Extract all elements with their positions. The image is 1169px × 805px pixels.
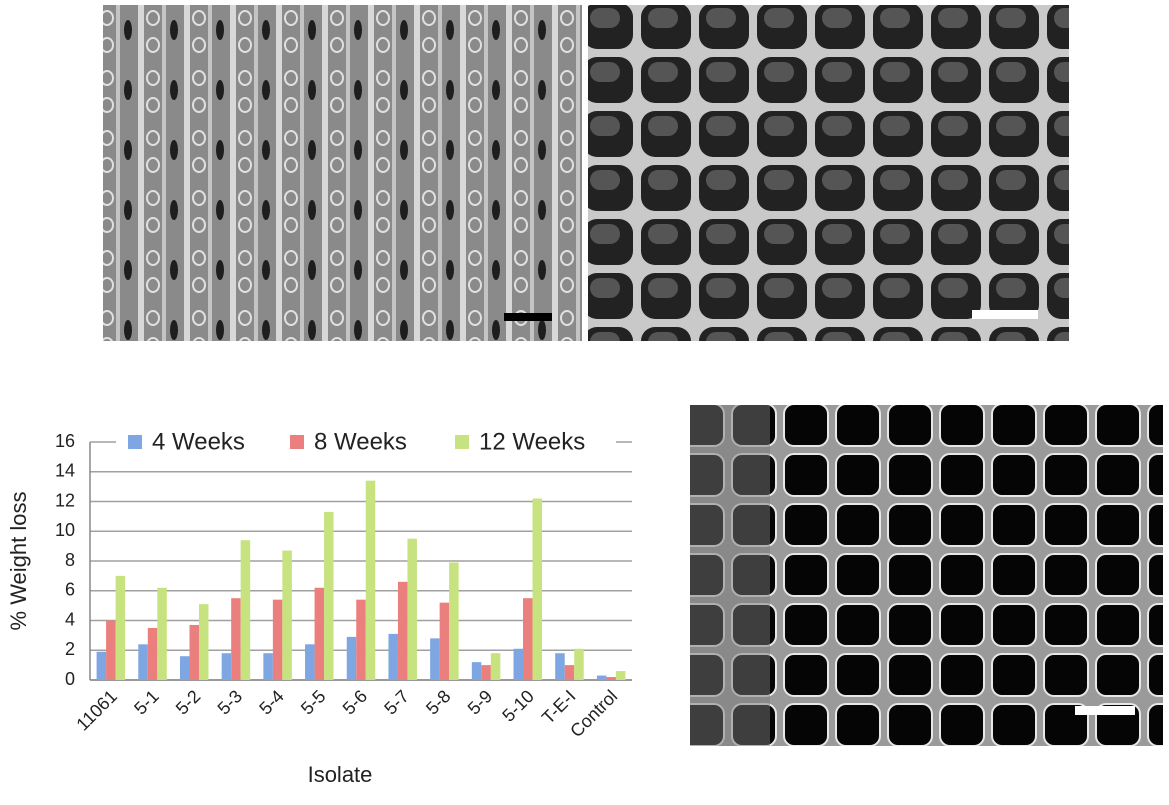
y-tick-label: 16 (55, 431, 75, 451)
bar (388, 633, 398, 680)
bar (263, 653, 273, 680)
legend-label: 4 Weeks (152, 428, 245, 455)
bar (555, 653, 565, 680)
bar (481, 665, 491, 680)
bar (179, 656, 190, 680)
bar (564, 665, 575, 680)
bar (272, 599, 283, 680)
y-tick-label: 4 (65, 609, 75, 629)
y-tick-label: 0 (65, 669, 75, 689)
legend-label: 8 Weeks (314, 428, 407, 455)
bar (523, 598, 533, 680)
x-tick-label: 5-7 (380, 686, 413, 719)
y-tick-label: 6 (65, 580, 75, 600)
bar (596, 675, 607, 680)
x-tick-label: 11061 (72, 686, 121, 735)
x-tick-label: 5-10 (498, 686, 538, 726)
bar (430, 638, 440, 680)
bar (615, 671, 626, 680)
legend-swatch (455, 435, 469, 449)
bar (96, 651, 107, 680)
bar (231, 598, 241, 680)
y-tick-label: 12 (55, 490, 75, 510)
x-tick-label: 5-2 (172, 686, 205, 719)
legend-label: 12 Weeks (479, 428, 585, 455)
bar (221, 653, 232, 680)
bar (397, 581, 408, 680)
bar (574, 648, 584, 680)
bar (365, 480, 376, 680)
y-tick-label: 10 (55, 520, 75, 540)
x-tick-label: 5-1 (130, 686, 163, 719)
bar (147, 627, 158, 680)
bar (240, 540, 251, 680)
bar (490, 653, 501, 680)
bar (606, 677, 616, 680)
scale-bar (972, 310, 1038, 319)
micrograph (588, 5, 1069, 341)
bar (407, 538, 417, 680)
bar (449, 562, 459, 680)
bar (305, 644, 315, 680)
bar-chart: % Weight loss Isolate 0 2 4 6 8 10 12 14 16 11061… (6, 428, 632, 787)
bar (106, 620, 116, 680)
x-tick-label: 5-6 (339, 686, 372, 719)
bar (157, 587, 167, 680)
y-tick-label: 2 (65, 639, 75, 659)
micrograph (103, 5, 582, 341)
bar (513, 648, 524, 680)
bar (532, 498, 543, 680)
bar (115, 575, 126, 680)
bar (198, 604, 209, 680)
bar (471, 662, 482, 680)
scale-bar (504, 313, 552, 321)
x-tick-label: Control (566, 686, 621, 741)
y-tick-label: 8 (65, 550, 75, 570)
legend-swatch (128, 435, 142, 449)
legend-swatch (290, 435, 304, 449)
bar (282, 550, 292, 680)
x-tick-label: 5-9 (464, 686, 497, 719)
x-tick-label: 5-4 (255, 686, 288, 719)
micrograph-ray (690, 405, 770, 746)
bar (439, 602, 450, 680)
bar (314, 587, 325, 680)
bar (346, 636, 357, 680)
x-tick-label: 5-5 (297, 686, 330, 719)
y-axis-label: % Weight loss (6, 492, 31, 631)
legend-box (116, 428, 616, 458)
bar (324, 511, 334, 680)
x-tick-label: 5-3 (214, 686, 247, 719)
bar (138, 644, 148, 680)
x-tick-label: 5-8 (422, 686, 455, 719)
y-tick-label: 14 (55, 461, 75, 481)
bar (189, 624, 199, 680)
bar (356, 599, 366, 680)
scale-bar (1075, 706, 1135, 715)
x-axis-label: Isolate (308, 762, 373, 787)
